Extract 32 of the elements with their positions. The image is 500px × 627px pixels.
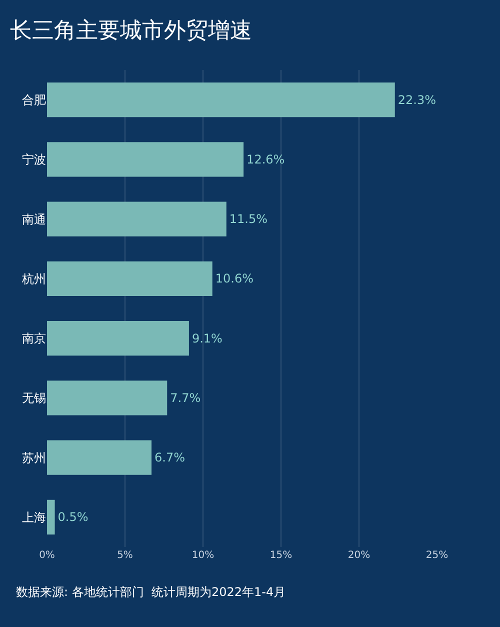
data-label: 7.7% xyxy=(170,390,201,405)
y-tick-label: 上海 xyxy=(22,510,46,524)
bar xyxy=(47,440,152,475)
y-tick-label: 合肥 xyxy=(22,93,46,108)
bar xyxy=(47,142,244,177)
bar xyxy=(47,261,212,296)
x-tick-label: 5% xyxy=(117,550,133,561)
bar xyxy=(47,500,55,534)
data-label: 22.3% xyxy=(398,92,436,107)
data-label: 12.6% xyxy=(246,152,285,166)
bar xyxy=(47,321,189,356)
x-tick-label: 15% xyxy=(270,550,292,561)
x-tick-label: 0% xyxy=(39,550,55,561)
y-tick-label: 苏州 xyxy=(22,450,46,465)
data-label: 0.5% xyxy=(58,510,88,524)
data-label: 10.6% xyxy=(215,272,254,286)
source-note: 数据来源: 各地统计部门 统计周期为2022年1-4月 xyxy=(16,585,286,599)
x-tick-label: 10% xyxy=(192,550,214,561)
bar xyxy=(47,380,168,416)
y-tick-label: 杭州 xyxy=(21,272,46,286)
data-label: 6.7% xyxy=(154,450,186,465)
data-label: 11.5% xyxy=(229,212,268,226)
x-tick-label: 20% xyxy=(348,550,370,561)
data-label: 9.1% xyxy=(192,331,222,346)
y-tick-label: 南通 xyxy=(22,212,46,226)
chart-title: 长三角主要城市外贸增速 xyxy=(10,18,252,44)
y-tick-label: 无锡 xyxy=(22,391,46,406)
y-tick-label: 宁波 xyxy=(22,152,46,167)
y-tick-label: 南京 xyxy=(22,332,46,346)
bar xyxy=(47,82,395,118)
x-tick-label: 25% xyxy=(426,550,448,561)
bar xyxy=(47,202,226,236)
